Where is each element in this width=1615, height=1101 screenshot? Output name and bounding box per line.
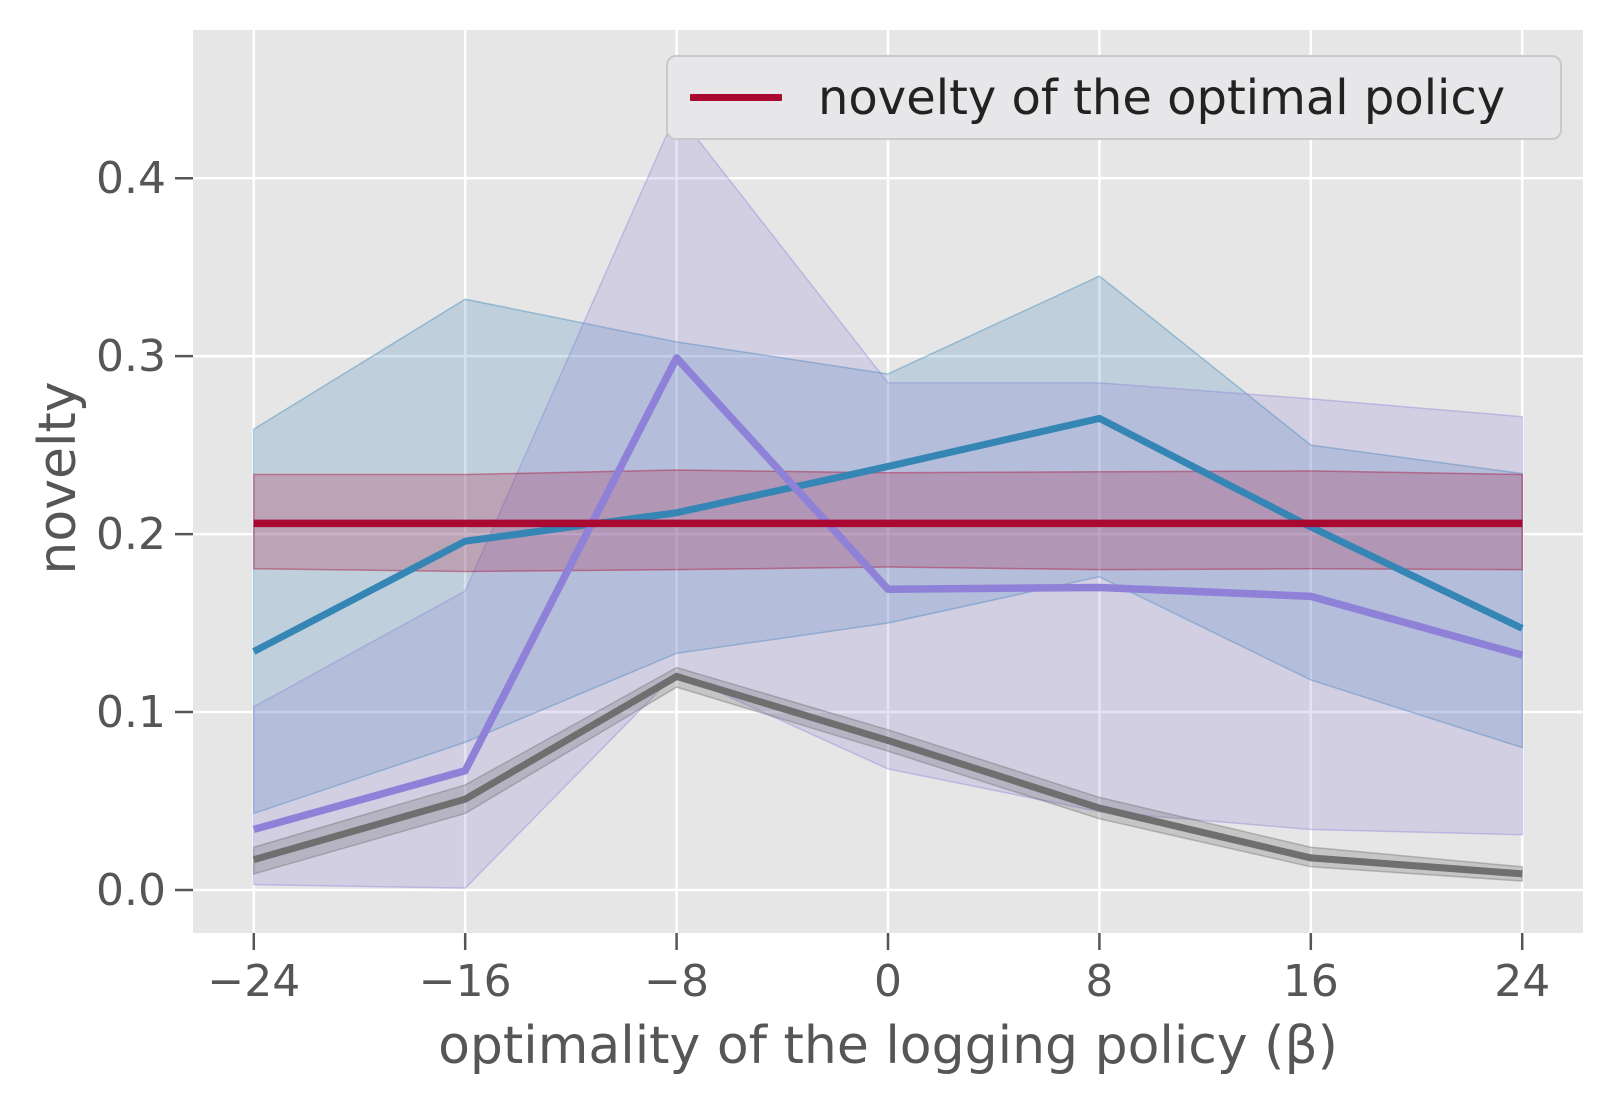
x-tick-label--16: −16 (419, 956, 512, 1007)
confidence-band-blue-policy (253, 275, 1523, 815)
y-tick-label-0.4: 0.4 (96, 153, 166, 204)
y-tick-label-0.3: 0.3 (96, 331, 166, 382)
x-tick-label--24: −24 (207, 956, 300, 1007)
x-tick-label-24: 24 (1494, 956, 1550, 1007)
x-tick-label--8: −8 (644, 956, 709, 1007)
legend-line-swatch (690, 94, 782, 101)
legend-label: novelty of the optimal policy (818, 69, 1506, 126)
x-tick-label-16: 16 (1283, 956, 1339, 1007)
x-tick-label-0: 0 (874, 956, 902, 1007)
series-line-purple-policy (252, 354, 1524, 834)
y-tick-label-0: 0.0 (96, 865, 166, 916)
confidence-band-gray-policy (253, 666, 1523, 882)
series-line-gray-policy (252, 672, 1523, 878)
legend: novelty of the optimal policy (666, 55, 1562, 140)
y-axis-label: novelty (28, 381, 88, 575)
x-tick-label-8: 8 (1085, 956, 1113, 1007)
y-tick-label-0.1: 0.1 (96, 687, 166, 738)
y-tick-label-0.2: 0.2 (96, 509, 166, 560)
confidence-band-purple-policy (253, 110, 1523, 889)
x-axis-label: optimality of the logging policy (β) (438, 1016, 1338, 1076)
